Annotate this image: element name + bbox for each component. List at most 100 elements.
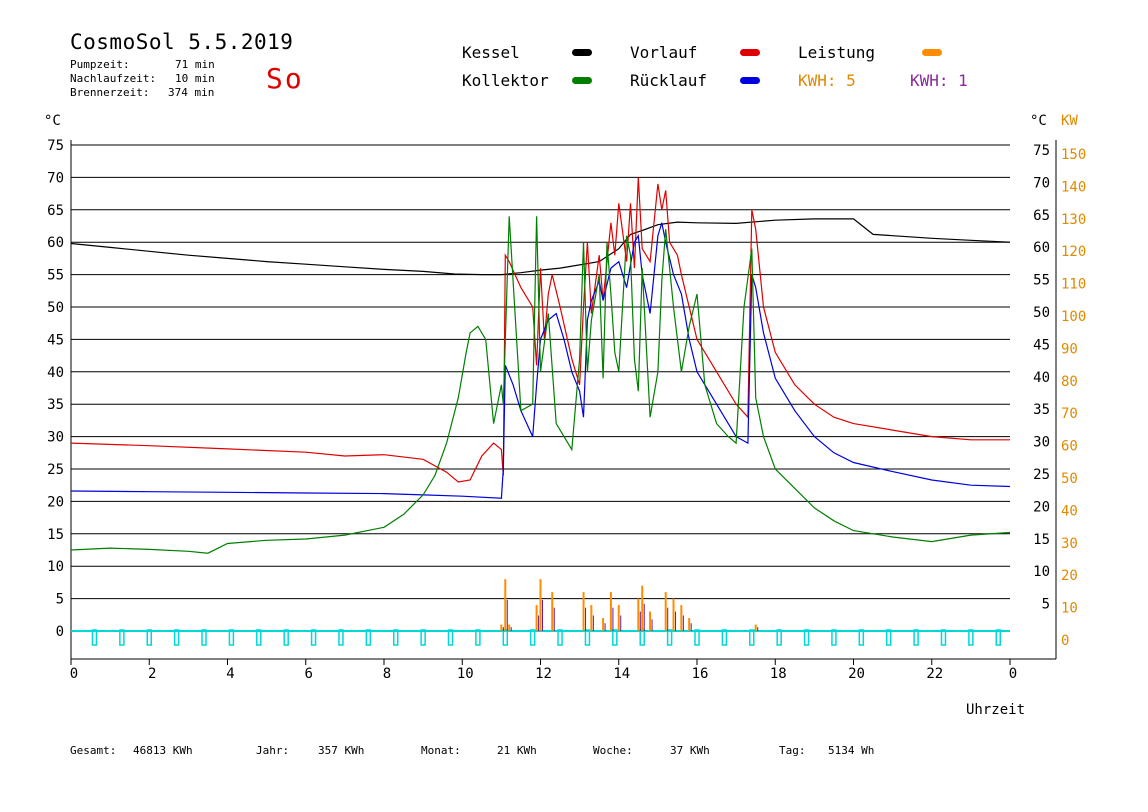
- y2-tick-label-c: 25: [1033, 467, 1050, 483]
- pump-marker: [885, 629, 892, 646]
- pump-marker: [392, 629, 399, 646]
- pump-marker: [612, 629, 618, 646]
- x-tick-label: 10: [457, 666, 474, 682]
- footer-monat-label: Monat:: [421, 744, 461, 757]
- legend-kollektor-label: Kollektor: [462, 71, 549, 90]
- footer-gesamt-label: Gesamt:: [70, 744, 117, 757]
- pump-marker: [858, 629, 865, 646]
- y2-tick-label-kw: 30: [1061, 536, 1078, 552]
- y-tick-label: 35: [47, 397, 64, 413]
- y2-tick-label-c: 20: [1033, 499, 1050, 515]
- y2-tick-label-kw: 150: [1061, 147, 1086, 163]
- pump-marker: [940, 629, 947, 646]
- y2-tick-label-kw: 100: [1061, 309, 1086, 325]
- y-tick-label: 70: [47, 170, 64, 186]
- pump-marker: [475, 629, 481, 646]
- pump-marker: [91, 629, 98, 646]
- pump-marker: [995, 629, 1002, 646]
- legend-ruecklauf-swatch: [740, 77, 760, 84]
- pump-marker: [666, 629, 673, 646]
- y2-tick-label-c: 55: [1033, 273, 1050, 289]
- pump-marker: [256, 629, 262, 646]
- y-tick-label: 30: [47, 430, 64, 446]
- legend-kollektor-swatch: [572, 77, 592, 84]
- y-tick-label: 15: [47, 527, 64, 543]
- y2-tick-label-c: 45: [1033, 337, 1050, 353]
- y2-tick-label-kw: 20: [1061, 568, 1078, 584]
- series-kollektor: [70, 216, 1011, 554]
- pump-marker: [639, 629, 645, 646]
- series-kessel: [70, 218, 1011, 276]
- pump-marker: [502, 629, 509, 646]
- pump-marker: [968, 629, 974, 646]
- stat-nachlaufzeit-value: 10 min: [175, 72, 215, 85]
- day-label: So: [266, 62, 304, 95]
- legend-kessel-label: Kessel: [462, 43, 520, 62]
- x-tick-label: 0: [1009, 666, 1017, 682]
- pump-marker: [749, 629, 755, 646]
- y-axis-unit-left: °C: [44, 113, 61, 129]
- pump-marker: [913, 629, 919, 646]
- legend-vorlauf-swatch: [740, 49, 760, 56]
- x-tick-label: 20: [848, 666, 865, 682]
- x-tick-label: 2: [148, 666, 156, 682]
- pump-marker: [584, 629, 591, 646]
- pump-marker: [146, 629, 152, 646]
- legend-vorlauf-label: Vorlauf: [630, 43, 698, 62]
- pump-marker: [283, 629, 289, 646]
- footer-woche-value: 37 KWh: [670, 744, 710, 757]
- y2-tick-label-kw: 70: [1061, 406, 1078, 422]
- y2-tick-label-c: 35: [1033, 402, 1050, 418]
- y-tick-label: 25: [47, 462, 64, 478]
- x-tick-label: 12: [535, 666, 552, 682]
- stat-nachlaufzeit-label: Nachlaufzeit:: [70, 72, 157, 85]
- x-tick-label: 8: [383, 666, 391, 682]
- x-tick-label: 4: [226, 666, 234, 682]
- stat-pumpzeit-label: Pumpzeit:: [70, 58, 130, 71]
- pump-marker: [420, 629, 426, 646]
- kwh-purple-label: KWH: 1: [910, 71, 968, 90]
- y2-tick-label-kw: 90: [1061, 341, 1078, 357]
- x-tick-label: 22: [926, 666, 943, 682]
- pump-marker: [201, 629, 207, 646]
- pump-marker: [694, 629, 700, 646]
- y2-tick-label-kw: 80: [1061, 374, 1078, 390]
- stat-brennerzeit-label: Brennerzeit:: [70, 86, 150, 99]
- pump-marker: [338, 629, 344, 646]
- footer-monat-value: 21 KWh: [497, 744, 537, 757]
- y2-tick-label-c: 70: [1033, 175, 1050, 191]
- y-tick-label: 20: [47, 494, 64, 510]
- pump-marker: [310, 629, 317, 646]
- y2-tick-label-kw: 110: [1061, 277, 1086, 293]
- y2-tick-label-c: 75: [1033, 143, 1050, 159]
- y2-tick-label-kw: 50: [1061, 471, 1078, 487]
- y-axis-unit-right: °C: [1030, 113, 1047, 129]
- y-tick-label: 60: [47, 235, 64, 251]
- y2-tick-label-c: 10: [1033, 564, 1050, 580]
- stat-pumpzeit-value: 71 min: [175, 58, 215, 71]
- y-tick-label: 55: [47, 268, 64, 284]
- x-axis-label: Uhrzeit: [966, 702, 1026, 718]
- legend-kessel-swatch: [572, 49, 592, 56]
- y-tick-label: 10: [47, 559, 64, 575]
- legend-leistung-swatch: [922, 49, 942, 56]
- footer-gesamt-value: 46813 KWh: [133, 744, 193, 757]
- y-tick-label: 75: [47, 138, 64, 154]
- pump-marker: [557, 629, 563, 646]
- chart-title: CosmoSol 5.5.2019: [70, 30, 294, 54]
- y-axis-unit-kw: KW: [1061, 113, 1078, 129]
- footer-jahr-value: 357 KWh: [318, 744, 365, 757]
- y2-tick-label-kw: 140: [1061, 179, 1086, 195]
- y2-tick-label-c: 60: [1033, 240, 1050, 256]
- y2-tick-label-kw: 130: [1061, 212, 1086, 228]
- y-tick-label: 65: [47, 203, 64, 219]
- pump-marker: [776, 629, 782, 646]
- footer-woche-label: Woche:: [593, 744, 633, 757]
- y2-tick-label-c: 65: [1033, 208, 1050, 224]
- y2-tick-label-c: 30: [1033, 435, 1050, 451]
- y-tick-label: 45: [47, 332, 64, 348]
- y2-tick-label-c: 5: [1042, 597, 1050, 613]
- x-tick-label: 18: [770, 666, 787, 682]
- pump-marker: [228, 629, 235, 646]
